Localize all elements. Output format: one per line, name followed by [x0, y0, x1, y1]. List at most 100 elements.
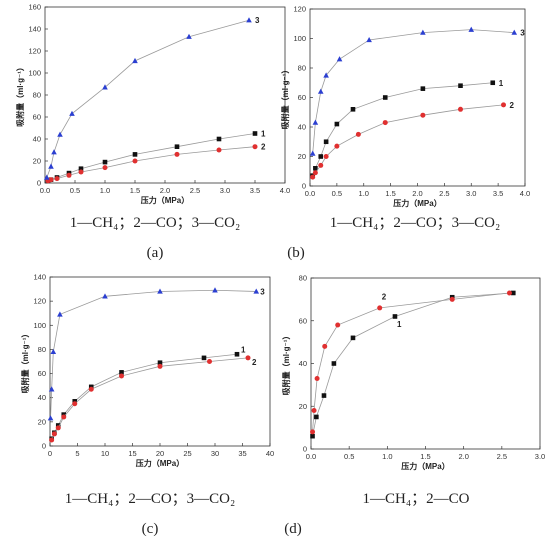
data-point-circle: [334, 143, 340, 149]
data-point-square: [201, 355, 207, 361]
data-point-circle: [335, 322, 341, 328]
y-tick-label: 60: [299, 316, 307, 325]
data-point-triangle: [157, 288, 163, 294]
x-tick-label: 0.0: [306, 452, 316, 461]
x-tick-label: 10: [101, 449, 109, 458]
plot-area-d: 0.0 0.5 1.0 1.5 2.0 2.5 3.0 0 20 40 60 80 压力（MPa） 吸附量…: [281, 274, 545, 472]
series-label-3: 3: [260, 287, 265, 296]
y-tick-label: 60: [298, 93, 306, 102]
data-point-circle: [132, 158, 138, 164]
data-point-circle: [51, 431, 57, 437]
data-point-square: [310, 433, 315, 439]
series-label-2: 2: [261, 143, 266, 152]
data-point-square: [132, 152, 138, 157]
panel-label-b: (b): [287, 245, 305, 261]
data-point-square: [313, 166, 318, 171]
x-tick-label: 40: [266, 449, 274, 458]
data-point-triangle: [186, 33, 192, 39]
panel-label-a: (a): [147, 245, 164, 261]
y-tick-label: 60: [33, 113, 41, 122]
series-line-1: [312, 292, 514, 437]
chart-panel-c: 0 5 10 15 20 25 30 35 40 0 20 40 60 80 100 120 140 压力（MPa…: [20, 273, 274, 538]
data-point-circle: [61, 414, 67, 420]
data-point-triangle: [132, 57, 138, 64]
series-label-3: 3: [255, 16, 260, 25]
data-point-circle: [252, 144, 258, 150]
y-tick-label: 100: [28, 69, 41, 78]
plot-area-c: 0 5 10 15 20 25 30 35 40 0 20 40 60 80 100 120 140 压力（MPa…: [20, 273, 274, 469]
data-point-triangle: [366, 36, 372, 43]
axes-frame-d: [310, 277, 541, 450]
series-line-3: [312, 29, 515, 154]
panel-label-d: (d): [284, 521, 302, 537]
x-tick-label: 2.5: [190, 186, 200, 195]
series-label-1: 1: [397, 320, 402, 329]
data-point-circle: [458, 106, 463, 112]
x-tick-label: 2.5: [497, 452, 507, 461]
data-point-square: [318, 154, 324, 159]
data-point-circle: [54, 176, 60, 182]
data-point-square: [314, 414, 319, 420]
data-point-circle: [102, 165, 108, 171]
data-point-triangle: [246, 17, 252, 23]
y-tick-label: 40: [33, 135, 41, 144]
data-point-square: [234, 351, 240, 357]
data-point-triangle: [317, 88, 324, 94]
x-tick-label: 1.0: [100, 186, 110, 195]
data-point-circle: [55, 425, 61, 431]
y-axis-label: 吸附量（ml·g⁻¹）: [15, 63, 25, 127]
x-tick-label: 0: [48, 449, 52, 458]
x-tick-label: 4.0: [520, 189, 530, 198]
data-point-square: [78, 166, 84, 171]
x-tick-label: 3.0: [466, 189, 476, 198]
data-point-circle: [322, 343, 328, 349]
series-label-1: 1: [499, 79, 504, 88]
x-tick-label: 0.0: [40, 186, 50, 195]
data-point-square: [420, 86, 426, 91]
data-point-circle: [245, 355, 251, 361]
y-tick-label: 40: [298, 123, 306, 132]
x-tick-label: 0.5: [332, 189, 342, 198]
data-point-triangle: [336, 56, 343, 62]
data-point-circle: [88, 386, 94, 392]
data-point-circle: [382, 120, 388, 126]
series-line-2: [312, 104, 504, 178]
data-point-circle: [318, 162, 324, 168]
x-tick-label: 3.5: [493, 189, 503, 198]
series-line-3: [46, 19, 250, 178]
x-tick-label: 2.0: [412, 189, 422, 198]
x-tick-label: 30: [211, 449, 219, 458]
data-point-circle: [119, 373, 124, 379]
series-line-1: [47, 133, 256, 182]
data-point-square: [119, 370, 124, 375]
y-tick-label: 60: [38, 369, 46, 378]
data-point-square: [216, 136, 222, 142]
chart-panel-b: 0.0 0.5 1.0 1.5 2.0 2.5 3.0 3.5 4.0 0 20 40 60 80 100 1…: [280, 5, 530, 262]
data-point-triangle: [57, 311, 63, 317]
series-line-1: [312, 82, 493, 176]
y-tick-label: 40: [299, 359, 307, 368]
x-tick-label: 3.5: [250, 186, 260, 195]
data-point-triangle: [69, 110, 75, 116]
data-point-triangle: [44, 174, 50, 180]
y-axis-label: 吸附量（ml·g⁻¹）: [20, 330, 30, 394]
data-point-circle: [207, 359, 212, 364]
y-tick-label: 0: [42, 442, 46, 451]
data-point-circle: [310, 174, 316, 180]
data-point-circle: [449, 296, 455, 302]
data-point-circle: [312, 170, 318, 176]
y-tick-label: 40: [38, 393, 46, 402]
data-point-square: [102, 159, 108, 165]
data-point-square: [350, 335, 356, 341]
y-axis-label: 吸附量（ml·g⁻¹）: [280, 66, 290, 130]
y-tick-label: 0: [302, 182, 306, 191]
series-label-1: 1: [261, 130, 266, 139]
data-point-square: [157, 360, 163, 366]
y-tick-label: 100: [33, 321, 46, 330]
data-point-circle: [501, 102, 506, 108]
caption-b: 1—CH₄；2—CO；3—CO₂: [330, 215, 500, 231]
data-point-triangle: [51, 149, 57, 155]
data-point-circle: [216, 147, 222, 153]
chart-panel-d: 0.0 0.5 1.0 1.5 2.0 2.5 3.0 0 20 40 60 80 压力（MPa） 吸附量…: [281, 274, 545, 538]
data-point-triangle: [102, 293, 108, 299]
